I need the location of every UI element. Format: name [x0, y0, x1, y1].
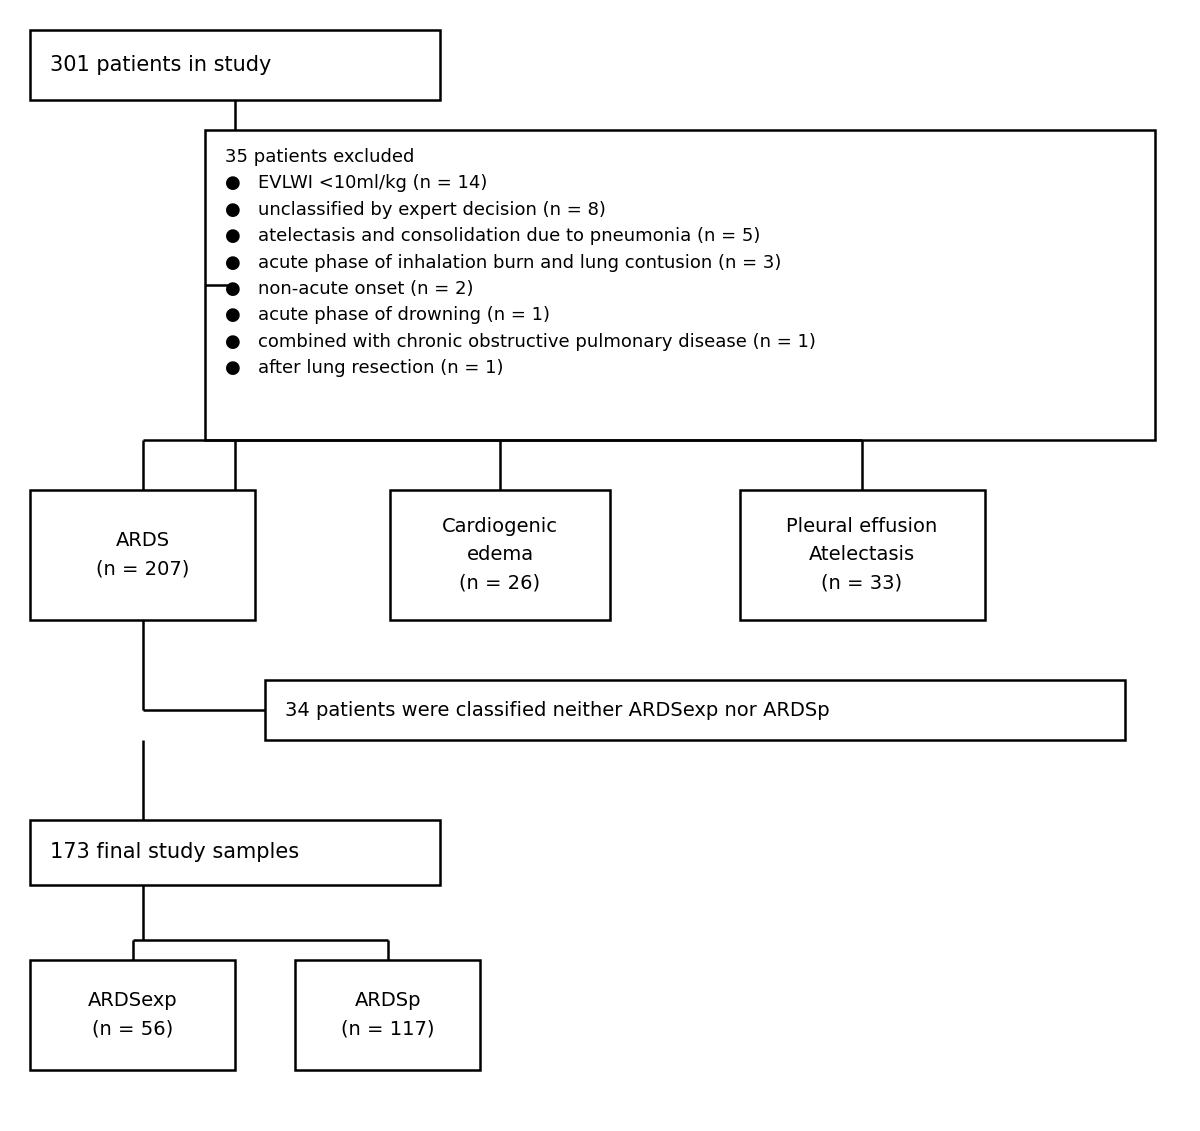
Bar [390, 490, 610, 620]
Text: Pleural effusion
Atelectasis
(n = 33): Pleural effusion Atelectasis (n = 33) [786, 518, 937, 593]
Bar [30, 490, 256, 620]
Bar [30, 820, 440, 884]
Text: ARDSexp
(n = 56): ARDSexp (n = 56) [88, 992, 178, 1038]
Text: 173 final study samples: 173 final study samples [50, 841, 299, 862]
Bar [265, 680, 1126, 740]
Bar [205, 130, 1154, 440]
Bar [740, 490, 985, 620]
Bar [30, 960, 235, 1070]
Text: 301 patients in study: 301 patients in study [50, 55, 271, 75]
Bar [30, 31, 440, 100]
Text: Cardiogenic
edema
(n = 26): Cardiogenic edema (n = 26) [442, 518, 558, 593]
Text: ARDSp
(n = 117): ARDSp (n = 117) [341, 992, 434, 1038]
Text: 35 patients excluded
●   EVLWI <10ml/kg (n = 14)
●   unclassified by expert deci: 35 patients excluded ● EVLWI <10ml/kg (n… [226, 148, 816, 378]
Text: 34 patients were classified neither ARDSexp nor ARDSp: 34 patients were classified neither ARDS… [286, 700, 829, 719]
Bar [295, 960, 480, 1070]
Text: ARDS
(n = 207): ARDS (n = 207) [96, 532, 190, 578]
